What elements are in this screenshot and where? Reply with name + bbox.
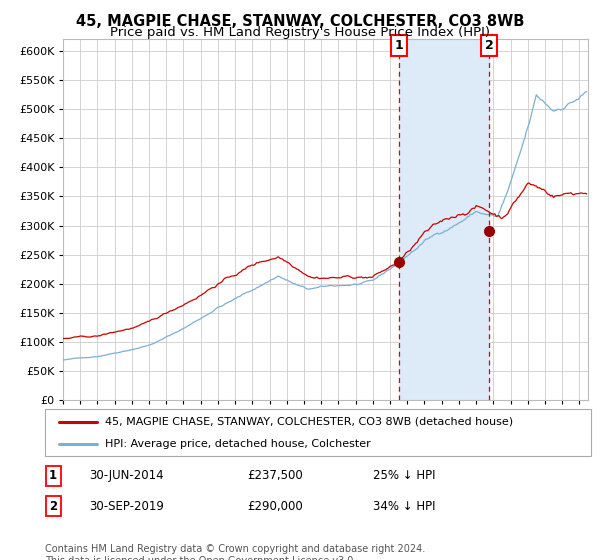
Text: 25% ↓ HPI: 25% ↓ HPI — [373, 469, 435, 482]
Bar — [398, 39, 489, 400]
Text: 1: 1 — [49, 469, 57, 482]
Text: £290,000: £290,000 — [247, 500, 303, 512]
Text: 2: 2 — [49, 500, 57, 512]
FancyBboxPatch shape — [45, 409, 591, 456]
Text: 30-JUN-2014: 30-JUN-2014 — [89, 469, 163, 482]
Text: 30-SEP-2019: 30-SEP-2019 — [89, 500, 164, 512]
Text: Price paid vs. HM Land Registry's House Price Index (HPI): Price paid vs. HM Land Registry's House … — [110, 26, 490, 39]
Text: 1: 1 — [394, 39, 403, 52]
Text: Contains HM Land Registry data © Crown copyright and database right 2024.
This d: Contains HM Land Registry data © Crown c… — [45, 544, 425, 560]
Text: HPI: Average price, detached house, Colchester: HPI: Average price, detached house, Colc… — [105, 438, 371, 449]
Text: 34% ↓ HPI: 34% ↓ HPI — [373, 500, 435, 512]
Text: £237,500: £237,500 — [247, 469, 303, 482]
Text: 2: 2 — [485, 39, 493, 52]
Text: 45, MAGPIE CHASE, STANWAY, COLCHESTER, CO3 8WB (detached house): 45, MAGPIE CHASE, STANWAY, COLCHESTER, C… — [105, 417, 513, 427]
Text: 45, MAGPIE CHASE, STANWAY, COLCHESTER, CO3 8WB: 45, MAGPIE CHASE, STANWAY, COLCHESTER, C… — [76, 14, 524, 29]
